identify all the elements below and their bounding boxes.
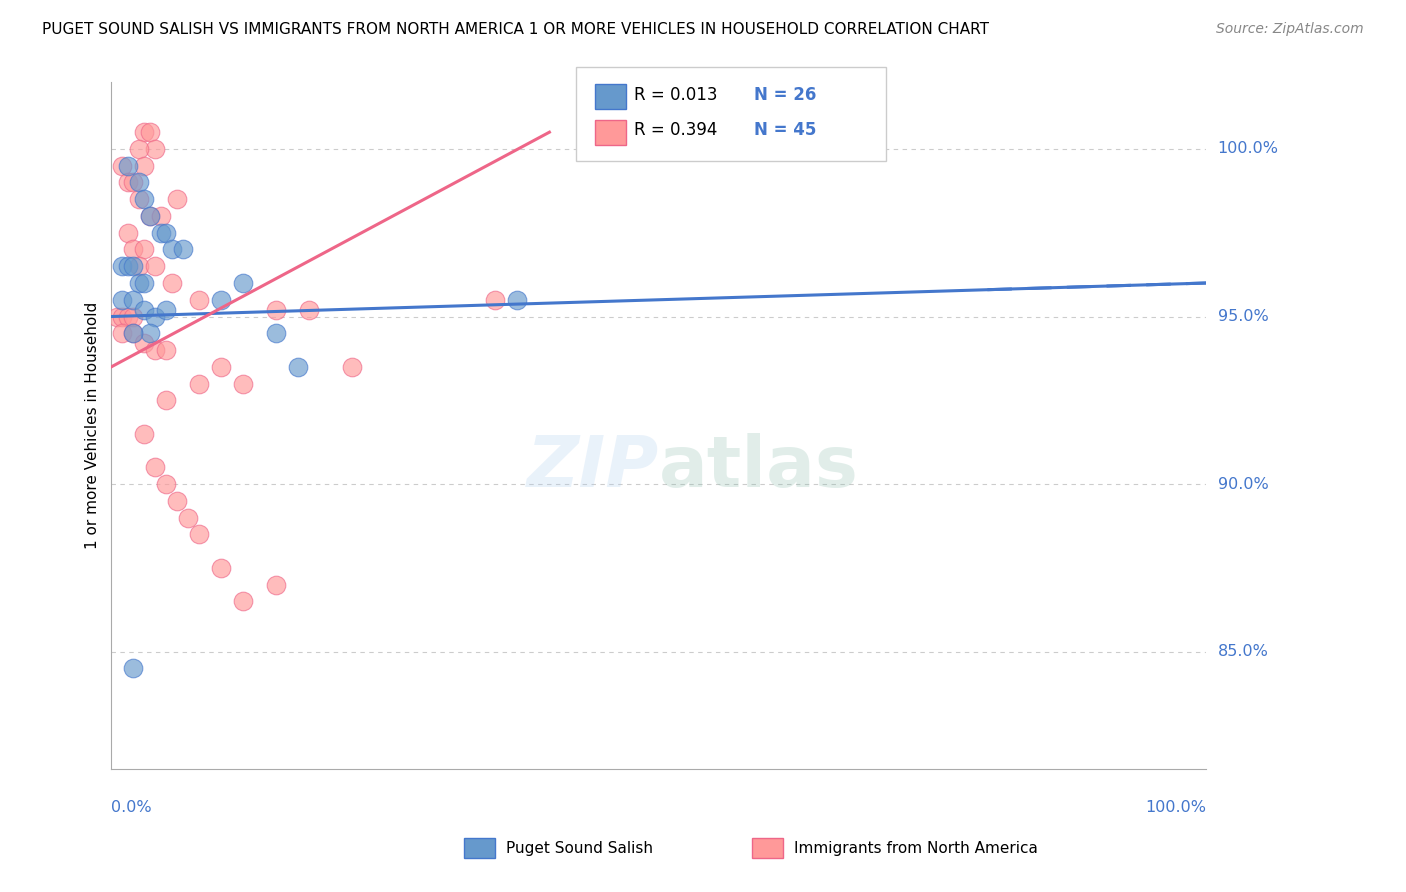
Point [342,359,364,374]
Point [122,326,145,341]
Text: 85.0%: 85.0% [1218,644,1268,659]
Point [172,243,194,257]
Point [143,259,166,273]
Point [128,276,150,290]
Text: R = 0.013: R = 0.013 [634,86,717,103]
Point [209,561,232,575]
Point [155,302,177,317]
Point [111,293,134,307]
Point [138,125,160,139]
Point [111,159,134,173]
Point [505,293,527,307]
Point [138,326,160,341]
Point [160,276,183,290]
Point [177,510,200,524]
Point [122,259,145,273]
Point [117,226,139,240]
Point [143,343,166,357]
Point [143,310,166,324]
Point [287,359,309,374]
Point [232,594,254,608]
Point [117,159,139,173]
Point [188,293,211,307]
Text: 95.0%: 95.0% [1218,309,1268,324]
Point [155,226,177,240]
Text: 0.0%: 0.0% [111,799,152,814]
Point [122,310,145,324]
Point [166,494,188,508]
Point [149,209,172,223]
Point [264,302,287,317]
Text: N = 45: N = 45 [754,121,815,139]
Point [122,243,145,257]
Point [155,343,177,357]
Point [209,359,232,374]
Text: 90.0%: 90.0% [1218,476,1268,491]
Point [209,293,232,307]
Point [232,376,254,391]
Text: ZIP: ZIP [527,433,659,502]
Point [122,661,145,675]
Point [155,477,177,491]
Point [264,577,287,591]
Point [117,176,139,190]
Text: Puget Sound Salish: Puget Sound Salish [506,841,654,855]
Point [166,192,188,206]
Point [149,226,172,240]
Point [138,209,160,223]
Point [188,527,211,541]
Point [143,460,166,475]
Point [128,192,150,206]
Point [484,293,506,307]
Point [134,302,156,317]
Point [122,176,145,190]
Point [128,142,150,156]
Text: Immigrants from North America: Immigrants from North America [794,841,1038,855]
Text: R = 0.394: R = 0.394 [634,121,717,139]
Point [117,259,139,273]
Point [111,259,134,273]
Point [111,326,134,341]
Y-axis label: 1 or more Vehicles in Household: 1 or more Vehicles in Household [86,301,100,549]
Point [297,302,319,317]
Text: 100.0%: 100.0% [1218,142,1278,156]
Point [134,426,156,441]
Point [134,243,156,257]
Point [134,276,156,290]
Text: 100.0%: 100.0% [1146,799,1206,814]
Point [134,336,156,351]
Point [128,259,150,273]
Point [134,192,156,206]
Point [105,310,128,324]
Point [138,209,160,223]
Text: Source: ZipAtlas.com: Source: ZipAtlas.com [1216,22,1364,37]
Point [160,243,183,257]
Point [117,310,139,324]
Point [134,159,156,173]
Point [232,276,254,290]
Text: PUGET SOUND SALISH VS IMMIGRANTS FROM NORTH AMERICA 1 OR MORE VEHICLES IN HOUSEH: PUGET SOUND SALISH VS IMMIGRANTS FROM NO… [42,22,990,37]
Point [143,142,166,156]
Text: N = 26: N = 26 [754,86,815,103]
Point [134,125,156,139]
Point [188,376,211,391]
Point [128,176,150,190]
Text: atlas: atlas [659,433,859,502]
Point [155,393,177,408]
Point [122,326,145,341]
Point [264,326,287,341]
Point [111,310,134,324]
Point [122,293,145,307]
